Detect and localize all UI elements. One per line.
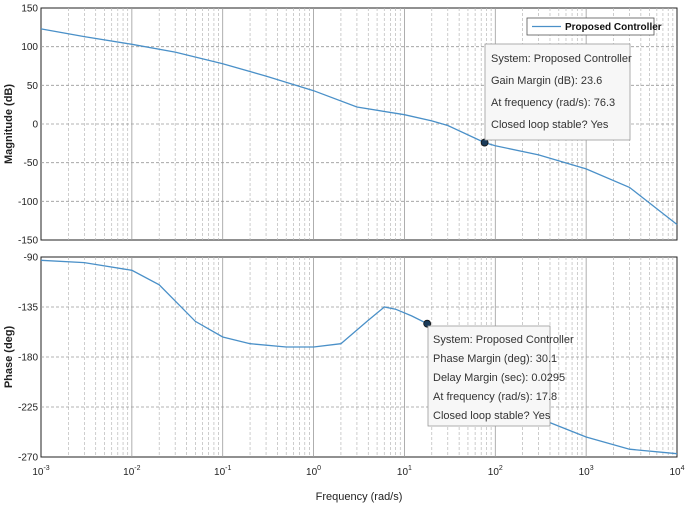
datatip-line: Delay Margin (sec): 0.0295 bbox=[433, 372, 565, 384]
x-tick-label: 104 bbox=[669, 465, 684, 478]
x-tick-label: 101 bbox=[397, 465, 412, 478]
y-tick-label: -50 bbox=[24, 158, 39, 169]
datatip-box bbox=[427, 325, 551, 427]
legend-entry: Proposed Controller bbox=[565, 22, 662, 33]
y-tick-label: 50 bbox=[27, 81, 39, 92]
y-tick-label: 100 bbox=[21, 42, 38, 53]
phase-panel: -270 -225 -180 -135 -90 Phase (deg) System: … bbox=[3, 253, 678, 464]
legend: Proposed Controller bbox=[526, 17, 662, 36]
datatip-line: Phase Margin (deg): 30.1 bbox=[433, 353, 557, 365]
y-tick-label: -150 bbox=[18, 236, 38, 247]
y-tick-label: -90 bbox=[24, 253, 39, 264]
phase-margin-marker[interactable] bbox=[423, 319, 432, 328]
x-tick-label: 100 bbox=[306, 465, 321, 478]
datatip-line: System: Proposed Controller bbox=[491, 53, 632, 65]
datatip-line: Closed loop stable? Yes bbox=[491, 119, 609, 131]
magnitude-y-ticks: -150 -100 -50 0 50 100 150 bbox=[18, 4, 38, 247]
datatip-line: At frequency (rad/s): 17.8 bbox=[433, 391, 557, 403]
datatip-line: At frequency (rad/s): 76.3 bbox=[491, 97, 615, 109]
legend-box bbox=[526, 17, 655, 36]
gain-margin-datatip: System: Proposed Controller Gain Margin … bbox=[484, 43, 632, 141]
phase-y-axis-label: Phase (deg) bbox=[3, 325, 15, 388]
x-tick-label: 103 bbox=[579, 465, 594, 478]
magnitude-panel: -150 -100 -50 0 50 100 150 Magnitude (dB) Prop… bbox=[3, 4, 678, 247]
x-tick-label: 10-2 bbox=[123, 465, 140, 478]
phase-y-ticks: -270 -225 -180 -135 -90 bbox=[18, 253, 38, 464]
y-tick-label: -270 bbox=[18, 453, 38, 464]
x-tick-label: 10-3 bbox=[32, 465, 49, 478]
datatip-line: Gain Margin (dB): 23.6 bbox=[491, 75, 602, 87]
phase-margin-datatip: System: Proposed Controller Phase Margin… bbox=[427, 325, 574, 427]
y-tick-label: 0 bbox=[32, 120, 38, 131]
x-tick-label: 102 bbox=[488, 465, 503, 478]
y-tick-label: -225 bbox=[18, 403, 38, 414]
y-tick-label: -180 bbox=[18, 353, 38, 364]
y-tick-label: -135 bbox=[18, 303, 38, 314]
y-tick-label: -100 bbox=[18, 197, 38, 208]
x-axis-ticks: 10-3 10-2 10-1 100 101 102 103 104 bbox=[32, 465, 684, 478]
x-tick-label: 10-1 bbox=[214, 465, 231, 478]
magnitude-y-axis-label: Magnitude (dB) bbox=[3, 84, 15, 164]
datatip-box bbox=[484, 43, 631, 141]
datatip-line: System: Proposed Controller bbox=[433, 334, 574, 346]
datatip-line: Closed loop stable? Yes bbox=[433, 410, 551, 422]
magnitude-series-line bbox=[40, 28, 678, 226]
y-tick-label: 150 bbox=[21, 4, 38, 15]
x-axis-label: Frequency (rad/s) bbox=[316, 491, 403, 503]
